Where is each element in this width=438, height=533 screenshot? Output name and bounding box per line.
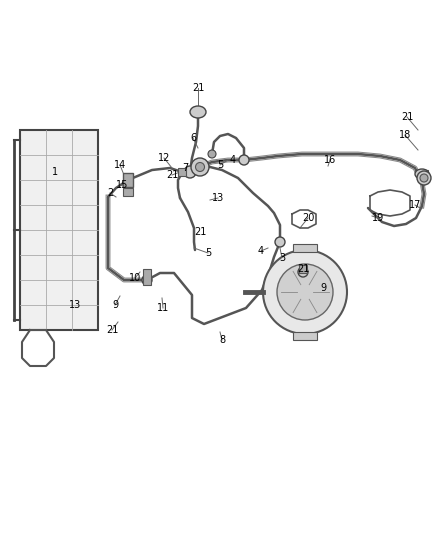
Text: 15: 15 [116, 180, 128, 190]
Text: 10: 10 [129, 273, 141, 283]
Text: 18: 18 [399, 130, 411, 140]
Circle shape [195, 163, 205, 172]
Circle shape [142, 275, 152, 285]
Circle shape [417, 171, 431, 185]
Bar [293, 332, 317, 340]
Ellipse shape [190, 106, 206, 118]
Text: 21: 21 [194, 227, 206, 237]
Circle shape [263, 250, 347, 334]
Circle shape [298, 267, 308, 277]
Text: 21: 21 [297, 264, 309, 274]
Text: 17: 17 [409, 200, 421, 210]
Text: 9: 9 [320, 283, 326, 293]
Text: 2: 2 [107, 188, 113, 198]
Bar [299, 265, 307, 273]
Text: 12: 12 [158, 153, 170, 163]
Bar [143, 269, 151, 285]
Bar [123, 188, 133, 196]
Text: 5: 5 [217, 160, 223, 170]
Text: 7: 7 [182, 163, 188, 173]
Text: 21: 21 [106, 325, 118, 335]
Text: 13: 13 [69, 300, 81, 310]
Bar [20, 130, 98, 330]
Bar [178, 168, 186, 176]
Ellipse shape [415, 169, 429, 179]
Bar [420, 170, 428, 180]
Text: 4: 4 [258, 246, 264, 256]
Text: 21: 21 [192, 83, 204, 93]
Text: 3: 3 [279, 253, 285, 263]
Text: 11: 11 [157, 303, 169, 313]
Circle shape [275, 237, 285, 247]
Text: 21: 21 [401, 112, 413, 122]
Circle shape [184, 166, 196, 178]
Text: 9: 9 [112, 300, 118, 310]
Text: 14: 14 [114, 160, 126, 170]
Circle shape [239, 155, 249, 165]
Text: 6: 6 [190, 133, 196, 143]
Text: 20: 20 [302, 213, 314, 223]
Bar [123, 173, 133, 187]
Circle shape [193, 107, 203, 117]
Bar [293, 244, 317, 252]
Text: 13: 13 [212, 193, 224, 203]
Text: 8: 8 [219, 335, 225, 345]
Text: 5: 5 [205, 248, 211, 258]
Circle shape [208, 150, 216, 158]
Text: 16: 16 [324, 155, 336, 165]
Circle shape [277, 264, 333, 320]
Text: 21: 21 [166, 170, 178, 180]
Text: 19: 19 [372, 213, 384, 223]
Circle shape [420, 174, 428, 182]
Circle shape [191, 158, 209, 176]
Text: 4: 4 [230, 155, 236, 165]
Text: 1: 1 [52, 167, 58, 177]
